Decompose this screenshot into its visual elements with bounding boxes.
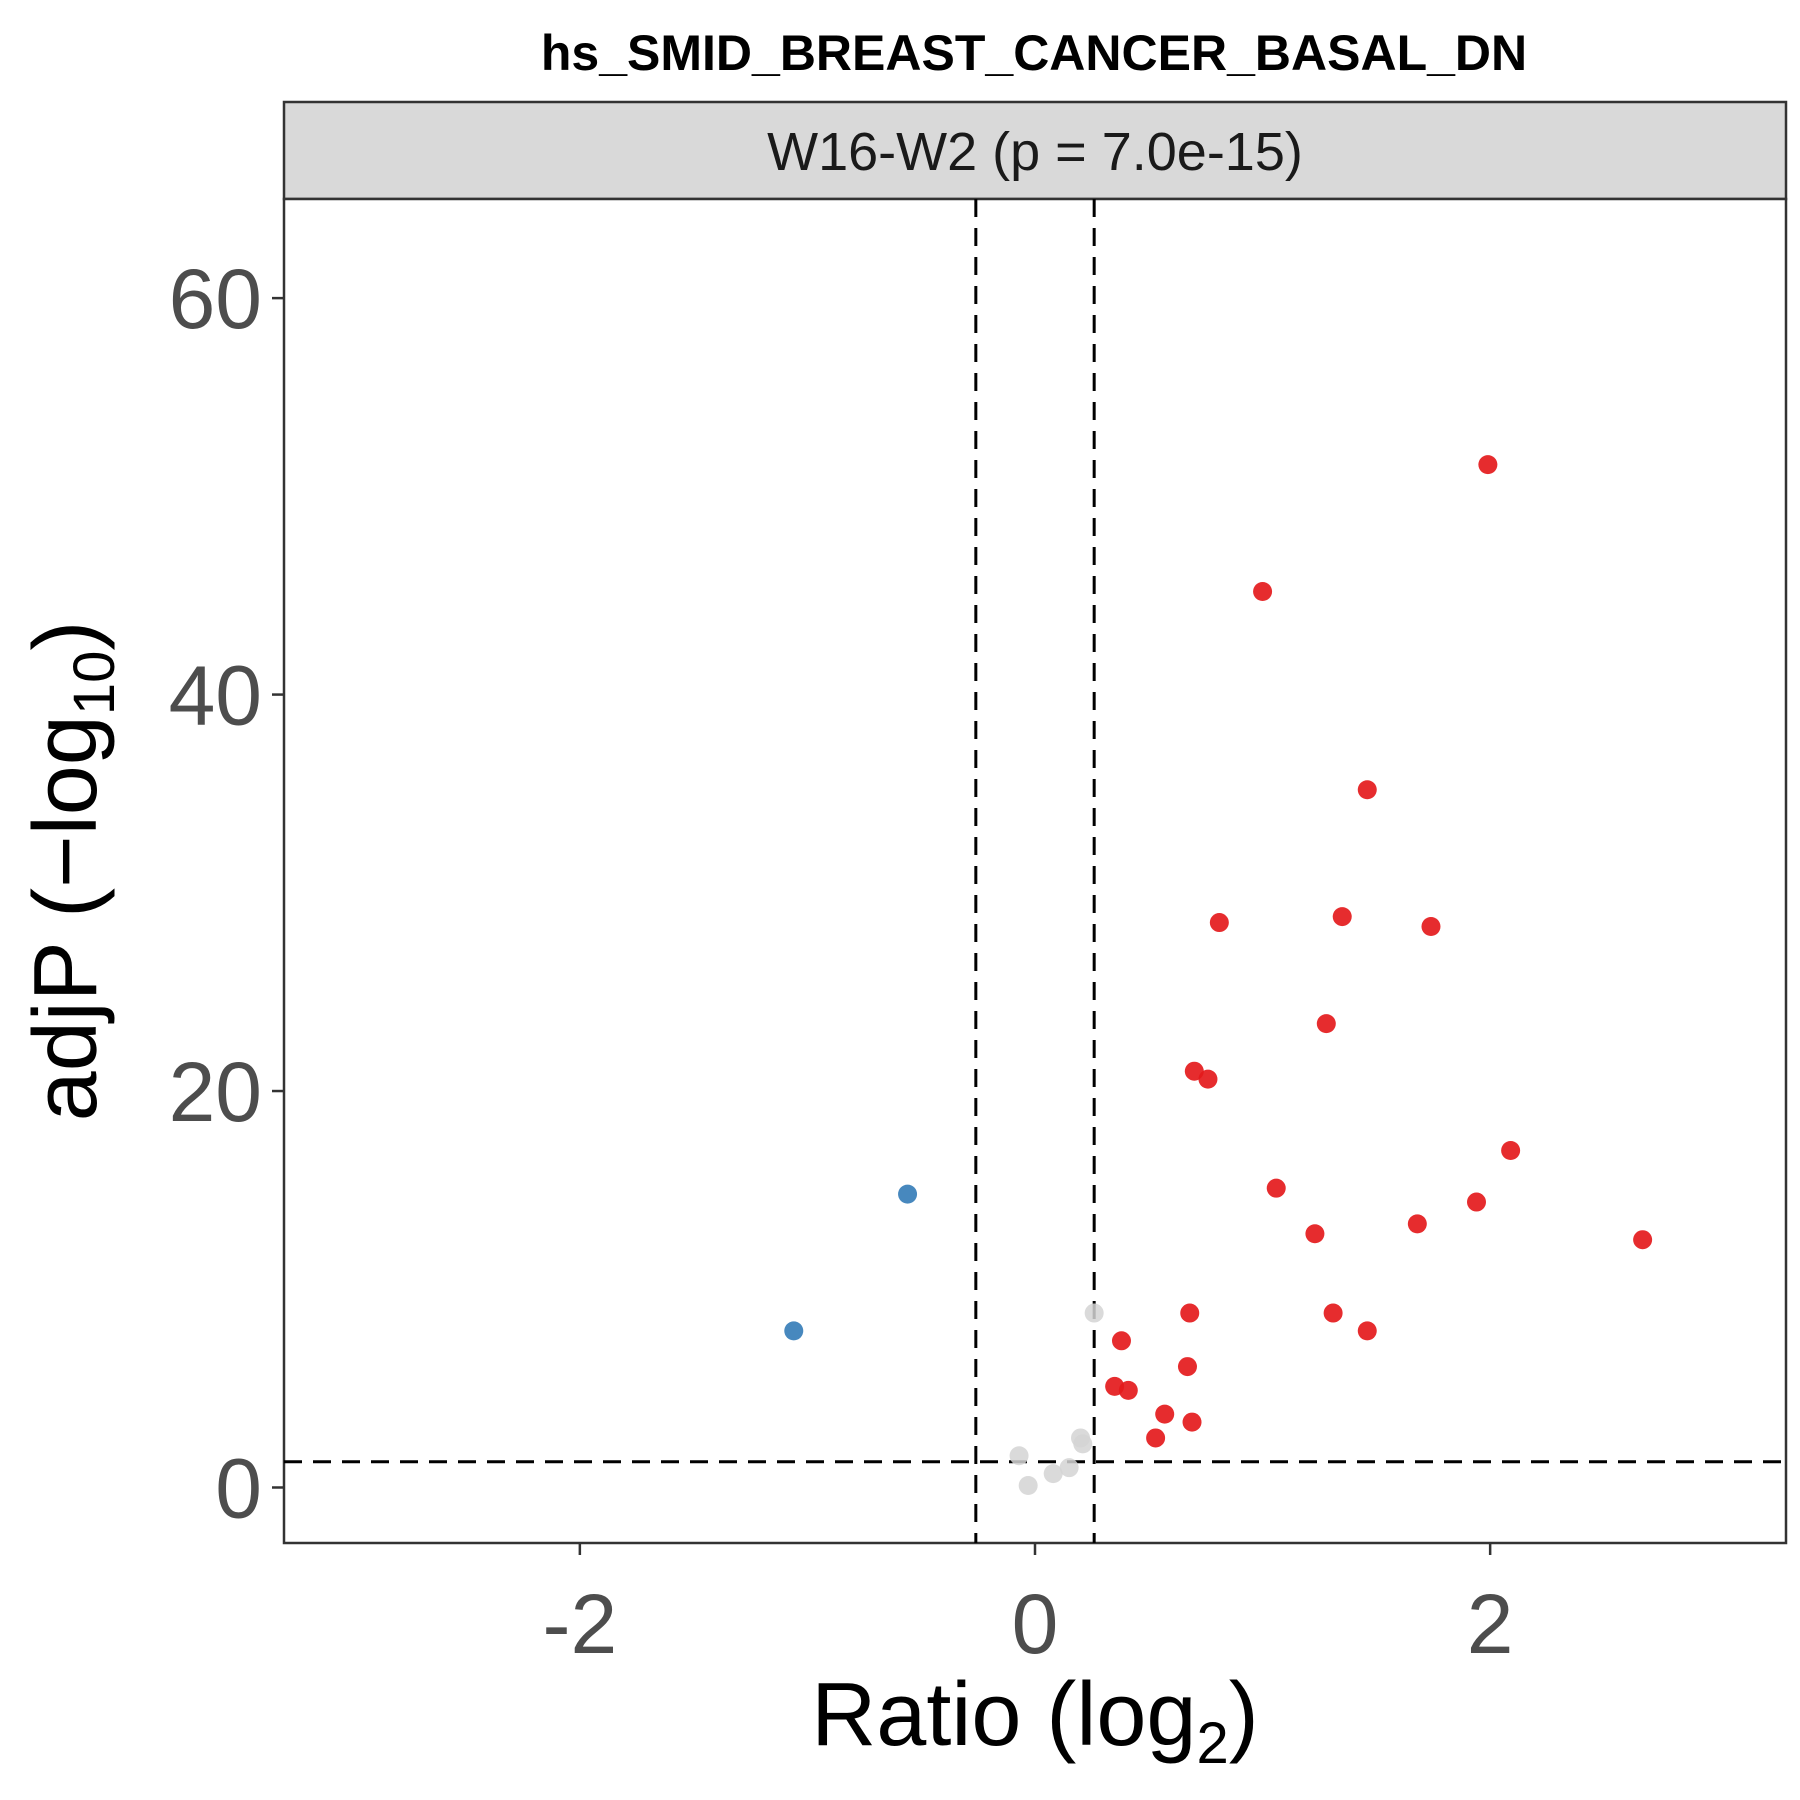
data-point-up bbox=[1466, 1192, 1486, 1212]
plot-panel bbox=[282, 197, 1788, 1545]
data-point-ns bbox=[1073, 1434, 1093, 1454]
data-point-down bbox=[784, 1321, 804, 1341]
data-point-up bbox=[1357, 1321, 1377, 1341]
data-point-ns bbox=[1084, 1303, 1104, 1323]
data-point-up bbox=[1332, 907, 1352, 927]
data-point-up bbox=[1323, 1303, 1343, 1323]
x-tick-label: -2 bbox=[542, 1577, 617, 1671]
data-point-up bbox=[1305, 1224, 1325, 1244]
data-point-up bbox=[1501, 1141, 1521, 1161]
y-tick-label: 40 bbox=[169, 649, 262, 743]
data-point-up bbox=[1633, 1230, 1653, 1250]
data-point-up bbox=[1253, 581, 1273, 601]
data-point-up bbox=[1209, 913, 1229, 933]
data-point-up bbox=[1478, 455, 1498, 475]
chart-title: hs_SMID_BREAST_CANCER_BASAL_DN bbox=[541, 25, 1527, 81]
data-point-up bbox=[1146, 1428, 1166, 1448]
data-point-ns bbox=[1043, 1464, 1063, 1484]
data-point-ns bbox=[1059, 1458, 1079, 1478]
y-tick-label: 20 bbox=[169, 1045, 262, 1139]
data-point-up bbox=[1180, 1303, 1200, 1323]
data-point-ns bbox=[1018, 1476, 1038, 1496]
data-point-up bbox=[1316, 1014, 1336, 1034]
data-point-up bbox=[1407, 1214, 1427, 1234]
panel-label: W16-W2 (p = 7.0e-15) bbox=[767, 122, 1303, 182]
x-axis-title: Ratio (log2) bbox=[811, 1665, 1258, 1776]
y-tick-label: 60 bbox=[169, 252, 262, 346]
y-tick-label: 0 bbox=[215, 1441, 262, 1535]
data-points bbox=[784, 455, 1653, 1496]
data-point-up bbox=[1357, 780, 1377, 800]
data-point-up bbox=[1198, 1069, 1218, 1089]
data-point-up bbox=[1421, 917, 1441, 937]
data-point-up bbox=[1177, 1357, 1197, 1377]
panel-strip bbox=[282, 100, 1788, 201]
data-point-up bbox=[1266, 1178, 1286, 1198]
data-point-down bbox=[898, 1184, 918, 1204]
x-tick-label: 2 bbox=[1467, 1577, 1514, 1671]
data-point-ns bbox=[1009, 1446, 1029, 1466]
data-point-up bbox=[1155, 1404, 1175, 1424]
data-point-up bbox=[1118, 1380, 1138, 1400]
data-point-up bbox=[1182, 1412, 1202, 1432]
y-axis-title: adjP (−log10) bbox=[16, 621, 127, 1122]
data-point-up bbox=[1111, 1331, 1131, 1351]
x-tick-label: 0 bbox=[1012, 1577, 1059, 1671]
